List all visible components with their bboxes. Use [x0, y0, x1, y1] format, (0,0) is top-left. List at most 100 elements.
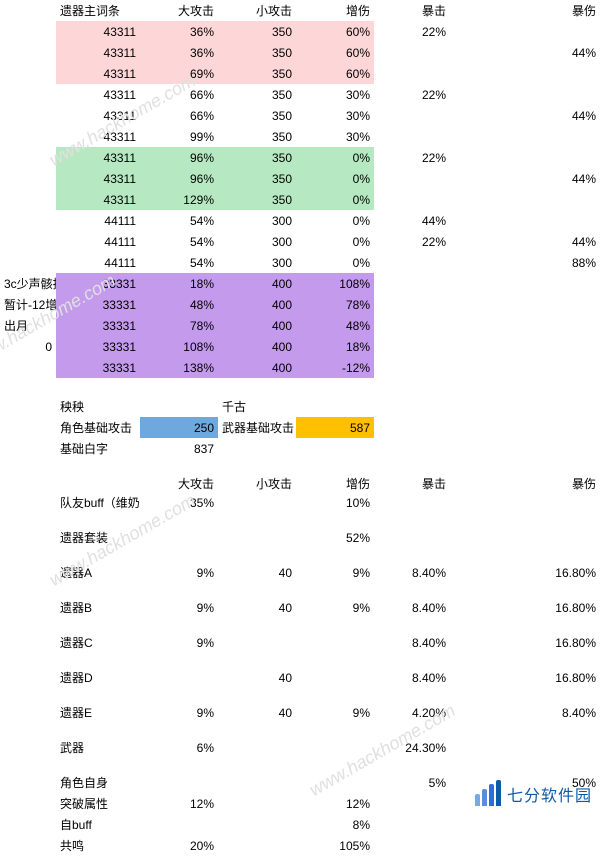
- cell: 33331: [56, 315, 140, 336]
- cell: 5%: [374, 772, 450, 793]
- row-label: 遗器B: [56, 597, 140, 618]
- cell: [450, 210, 520, 231]
- row-note: [0, 231, 56, 252]
- row-label: 队友buff（维奶套）: [56, 492, 140, 513]
- table-row: 4331169%35060%: [0, 63, 600, 84]
- table-row: 4331166%35030%44%: [0, 105, 600, 126]
- table-row: 遗器套装52%: [0, 527, 600, 548]
- cell: 40: [218, 702, 296, 723]
- cell: 300: [218, 252, 296, 273]
- cell: 54%: [140, 231, 218, 252]
- cell: 33331: [56, 357, 140, 378]
- cell: [450, 667, 520, 688]
- cell: 4.20%: [374, 702, 450, 723]
- cell: [450, 336, 520, 357]
- cell: 8%: [296, 814, 374, 835]
- label: 角色基础攻击: [56, 417, 140, 438]
- cell: [296, 396, 374, 417]
- cell: [0, 597, 56, 618]
- cell: [0, 737, 56, 758]
- cell: [450, 231, 520, 252]
- cell: 0%: [296, 252, 374, 273]
- cell: 350: [218, 168, 296, 189]
- value: 587: [296, 417, 374, 438]
- cell: [374, 294, 450, 315]
- cell: 400: [218, 273, 296, 294]
- col-header: [0, 0, 56, 21]
- table-row: 3c少声骸技3333118%400108%: [0, 273, 600, 294]
- cell: 350: [218, 63, 296, 84]
- cell: [218, 737, 296, 758]
- cell: 40: [218, 562, 296, 583]
- table-row: 43311129%3500%: [0, 189, 600, 210]
- table-2-header: 大攻击小攻击增伤暴击暴伤: [0, 471, 600, 492]
- cell: 40: [218, 667, 296, 688]
- cell: 350: [218, 105, 296, 126]
- spreadsheet: 遗器主词条大攻击小攻击增伤暴击暴伤4331136%35060%22%433113…: [0, 0, 600, 856]
- cell: 8.40%: [374, 632, 450, 653]
- row-note: [0, 168, 56, 189]
- cell: [0, 835, 56, 856]
- cell: [218, 793, 296, 814]
- table-row: 遗器B9%409%8.40%16.80%: [0, 597, 600, 618]
- cell: [374, 189, 450, 210]
- cell: 36%: [140, 21, 218, 42]
- row-note: [0, 105, 56, 126]
- cell: 300: [218, 210, 296, 231]
- cell: 43311: [56, 21, 140, 42]
- cell: 36%: [140, 42, 218, 63]
- table-row: 4331136%35060%44%: [0, 42, 600, 63]
- row-note: [0, 357, 56, 378]
- row-label: 遗器E: [56, 702, 140, 723]
- cell: [450, 793, 520, 814]
- cell: [450, 147, 520, 168]
- cell: [450, 84, 520, 105]
- cell: 44111: [56, 210, 140, 231]
- cell: [218, 632, 296, 653]
- cell: 300: [218, 231, 296, 252]
- table-row: 基础白字837: [0, 438, 600, 459]
- cell: 66%: [140, 84, 218, 105]
- cell: [374, 357, 450, 378]
- row-note: [0, 63, 56, 84]
- cell: 35%: [140, 492, 218, 513]
- col-header: [450, 471, 520, 492]
- cell: [450, 492, 520, 513]
- cell: 44111: [56, 252, 140, 273]
- cell: [0, 417, 56, 438]
- table-row: 突破属性12%12%: [0, 793, 600, 814]
- cell: [450, 168, 520, 189]
- label: 秧秧: [56, 396, 140, 417]
- spacer-row: [0, 688, 600, 702]
- table-row: 遗器E9%409%4.20%8.40%: [0, 702, 600, 723]
- cell: [520, 835, 600, 856]
- cell: 18%: [140, 273, 218, 294]
- cell: [450, 315, 520, 336]
- cell: [296, 772, 374, 793]
- value: 250: [140, 417, 218, 438]
- cell: [0, 396, 56, 417]
- cell: 43311: [56, 84, 140, 105]
- cell: 0%: [296, 168, 374, 189]
- row-label: 角色自身: [56, 772, 140, 793]
- cell: [450, 562, 520, 583]
- cell: 0%: [296, 210, 374, 231]
- cell: [520, 737, 600, 758]
- cell: 22%: [374, 84, 450, 105]
- cell: [374, 42, 450, 63]
- cell: 0%: [296, 147, 374, 168]
- cell: 108%: [140, 336, 218, 357]
- cell: [374, 396, 450, 417]
- cell: [296, 737, 374, 758]
- col-header: 小攻击: [218, 471, 296, 492]
- cell: 9%: [140, 702, 218, 723]
- cell: 54%: [140, 252, 218, 273]
- cell: 44%: [520, 231, 600, 252]
- row-label: 共鸣: [56, 835, 140, 856]
- row-label: 遗器C: [56, 632, 140, 653]
- cell: [0, 814, 56, 835]
- cell: 22%: [374, 231, 450, 252]
- cell: [218, 438, 296, 459]
- table-row: 4411154%3000%88%: [0, 252, 600, 273]
- cell: 43311: [56, 168, 140, 189]
